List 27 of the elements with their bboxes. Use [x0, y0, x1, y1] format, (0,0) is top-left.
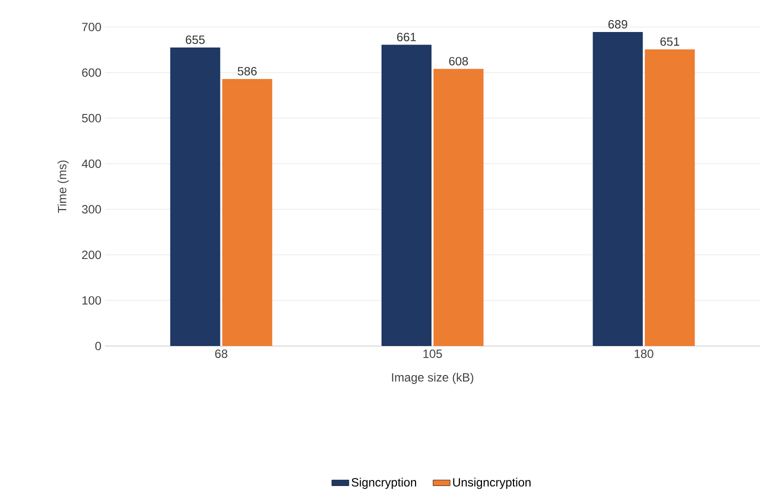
- data-label: 586: [238, 66, 257, 76]
- y-tick-label: 700: [82, 22, 102, 32]
- y-tick-label: 200: [82, 250, 102, 260]
- x-tick-label: 105: [423, 350, 442, 358]
- y-tick-label: 600: [82, 68, 102, 77]
- x-axis-title: Image size (kB): [392, 372, 474, 384]
- data-label: 689: [608, 20, 628, 28]
- bar: [592, 32, 643, 346]
- data-label: 661: [397, 32, 416, 42]
- data-label: 651: [660, 37, 680, 46]
- y-tick-label: 500: [82, 114, 102, 122]
- bar: [170, 48, 220, 346]
- legend-label: Signcryption: [352, 478, 416, 489]
- x-tick-label: 68: [215, 350, 228, 358]
- y-tick-label: 0: [95, 342, 102, 350]
- legend-label: Unsigncryption: [453, 478, 531, 489]
- y-tick-label: 100: [82, 296, 102, 305]
- x-tick-label: 180: [634, 350, 654, 358]
- bar: [434, 68, 484, 346]
- data-label: 655: [186, 36, 205, 44]
- data-label: 608: [449, 56, 468, 66]
- bar: [644, 49, 695, 346]
- bar: [382, 44, 432, 346]
- y-tick-label: 300: [82, 205, 102, 214]
- y-axis-title: Time (ms): [58, 160, 69, 213]
- bar: [222, 78, 272, 346]
- y-tick-label: 400: [82, 159, 102, 168]
